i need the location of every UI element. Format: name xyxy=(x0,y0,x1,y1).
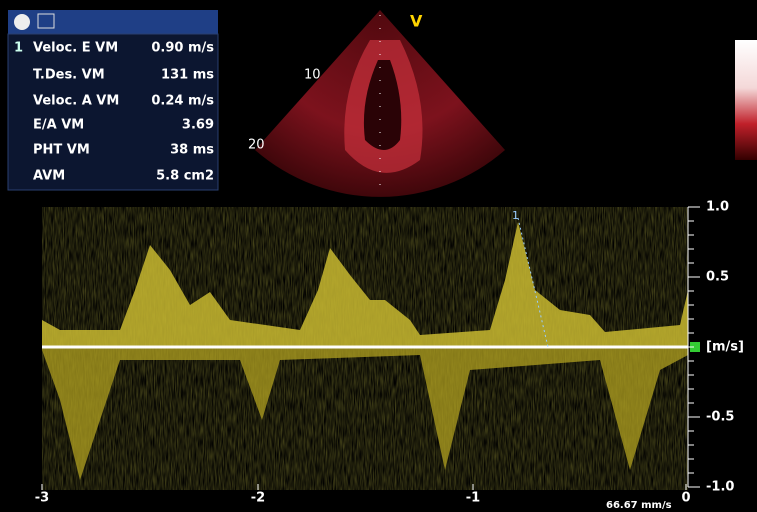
x-tick-label: -1 xyxy=(466,491,480,506)
x-tick-label: -3 xyxy=(35,491,49,506)
caliper-label: 1 xyxy=(512,209,519,222)
y-tick-label: -1.0 xyxy=(706,480,734,495)
measurement-panel xyxy=(8,34,218,190)
measurement-label: E/A VM xyxy=(33,118,84,133)
x-tick-label: -2 xyxy=(251,491,265,506)
measurement-value: 131 ms xyxy=(161,68,214,83)
measurement-index: 1 xyxy=(14,41,23,56)
measurement-label: Veloc. A VM xyxy=(33,94,119,109)
measurement-label: T.Des. VM xyxy=(33,68,105,83)
measurement-value: 5.8 cm2 xyxy=(156,169,214,184)
view-label: V xyxy=(410,12,423,31)
measurement-value: 38 ms xyxy=(170,143,214,158)
measurement-label: PHT VM xyxy=(33,143,90,158)
measurement-value: 0.24 m/s xyxy=(151,94,214,109)
depth-label: 10 xyxy=(304,68,321,83)
measurement-value: 3.69 xyxy=(182,118,214,133)
y-tick-label: [m/s] xyxy=(706,340,744,355)
measurement-value: 0.90 m/s xyxy=(151,41,214,56)
page: 1 Veloc. E VM 0.90 m/s T.Des. VM 131 ms Velo… xyxy=(0,0,757,512)
depth-label: 20 xyxy=(248,138,265,153)
measurement-label: Veloc. E VM xyxy=(33,41,118,56)
measurement-label: AVM xyxy=(33,169,65,184)
y-tick-label: 0.5 xyxy=(706,270,729,285)
color-bar xyxy=(735,40,757,160)
record-icon[interactable] xyxy=(14,14,30,30)
ultrasound-screen: 1 Veloc. E VM 0.90 m/s T.Des. VM 131 ms Velo… xyxy=(0,0,757,512)
sweep-speed: 66.67 mm/s xyxy=(606,500,672,511)
y-tick-label: 1.0 xyxy=(706,200,729,215)
x-tick-label: 0 xyxy=(681,491,690,506)
y-tick-label: -0.5 xyxy=(706,410,734,425)
